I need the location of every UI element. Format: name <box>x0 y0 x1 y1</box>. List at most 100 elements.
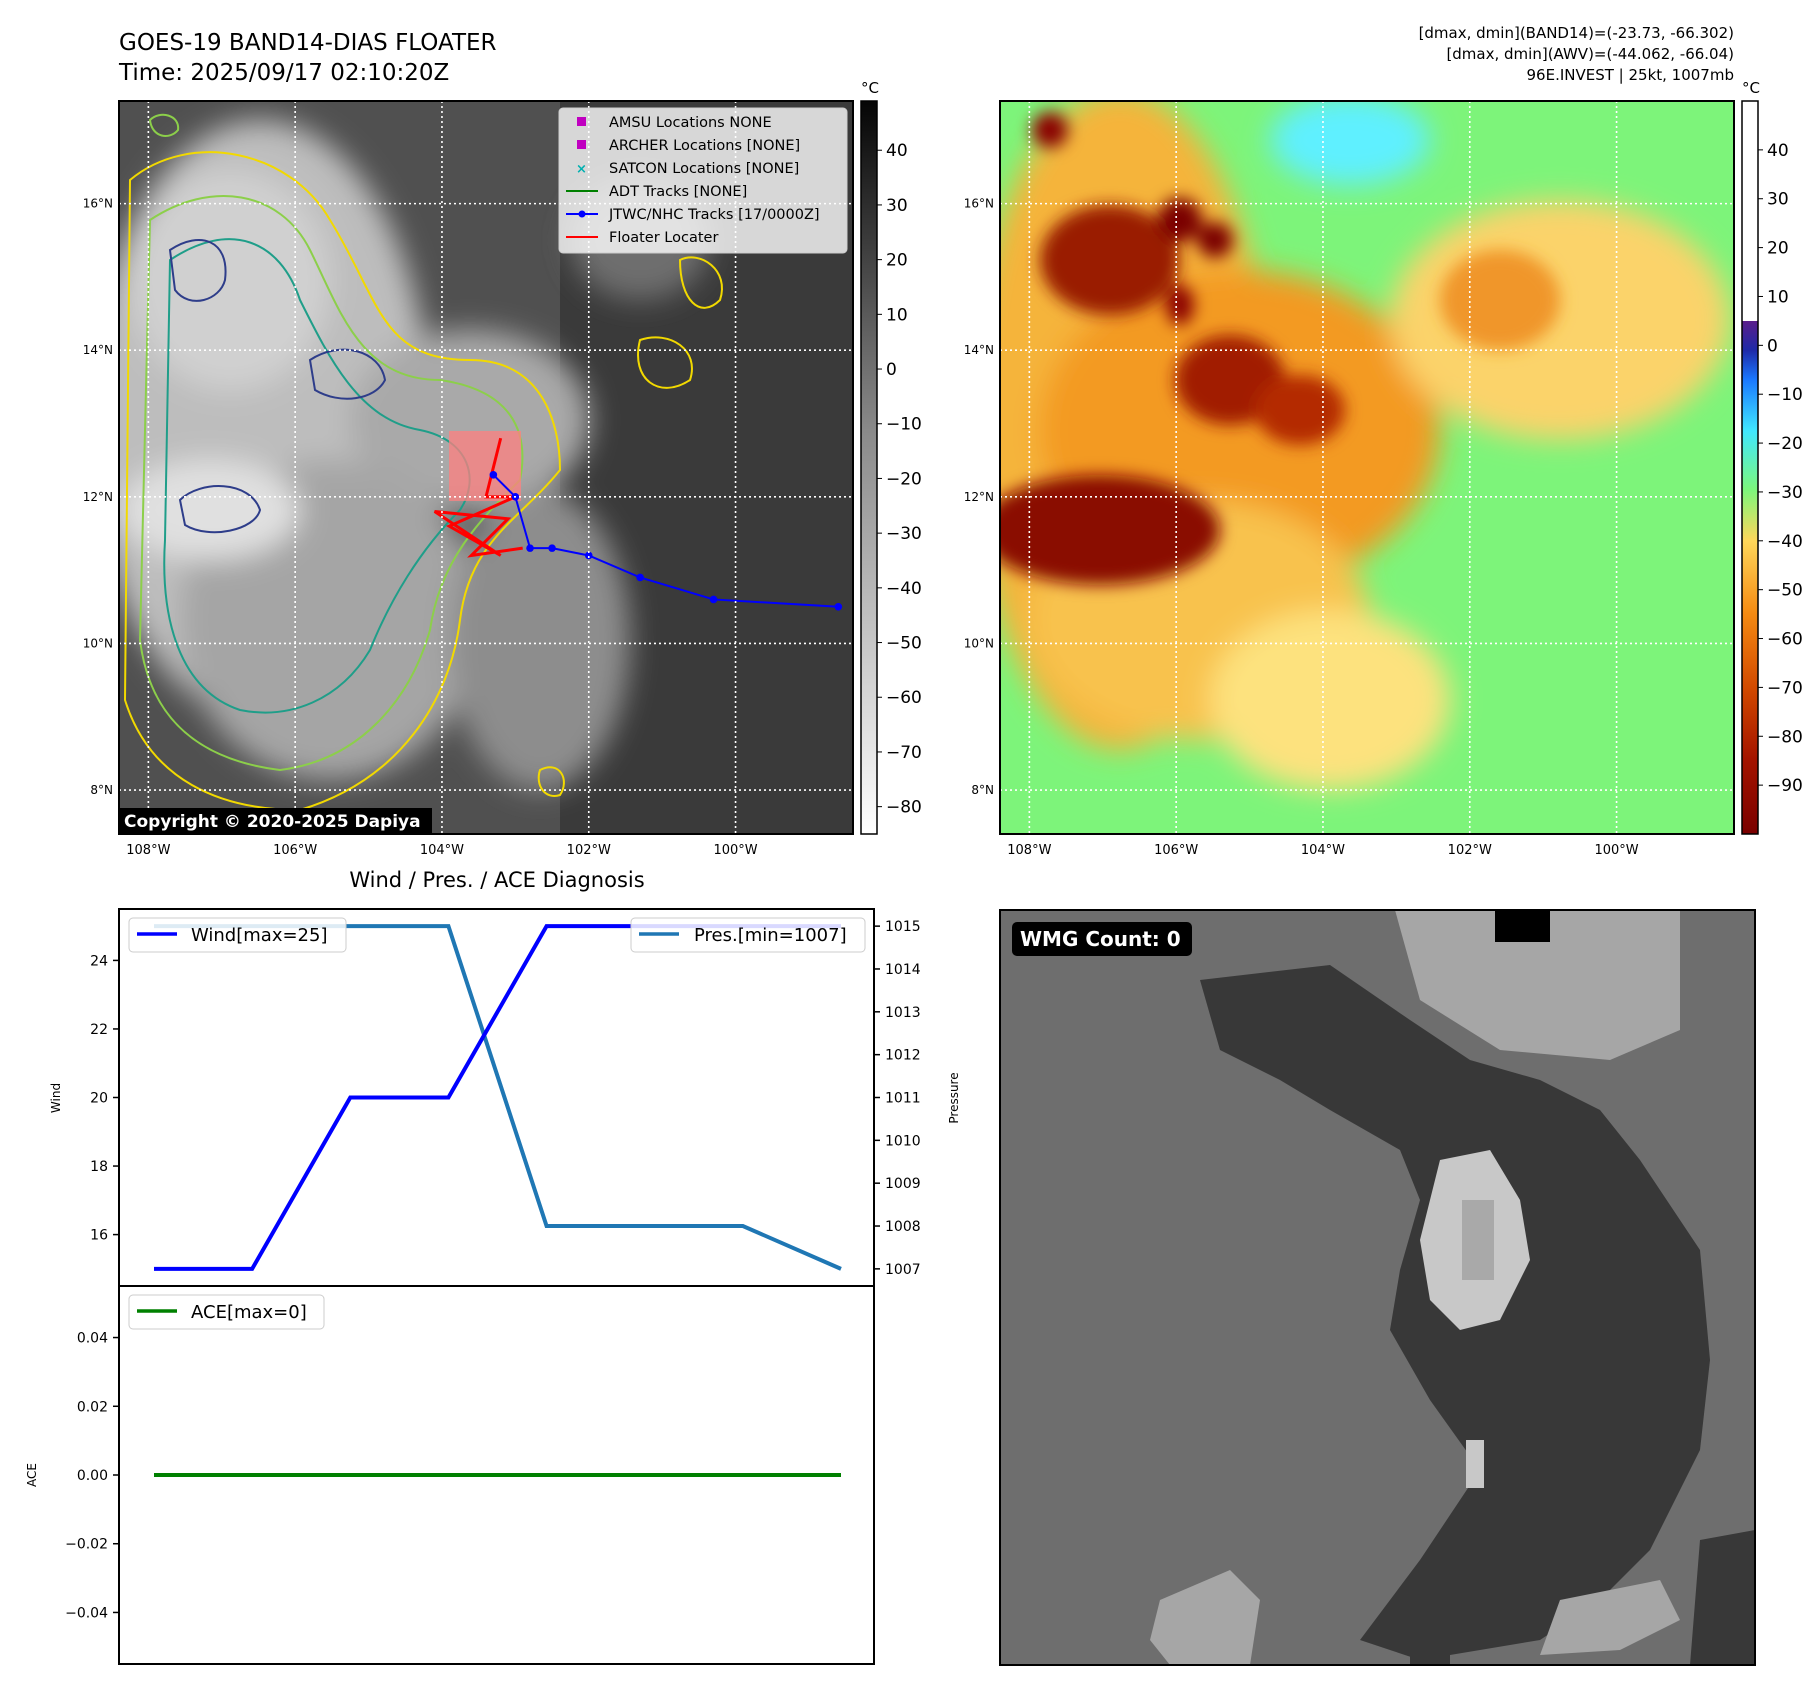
jtwc-track-point-4 <box>548 544 556 552</box>
awv-lat-tick-4: 8°N <box>971 783 994 797</box>
ir-lon-tick-0: 108°W <box>126 843 170 858</box>
wmg-count-label: WMG Count: 0 <box>1020 927 1181 951</box>
ace-tick-3: −0.02 <box>65 1537 108 1553</box>
awv-cbar-tick-8: −40 <box>1767 532 1803 552</box>
awv-lon-tick-2: 104°W <box>1301 843 1345 858</box>
ace-tick-0: 0.04 <box>77 1331 108 1347</box>
awv-colorbar-ticks: 40 30 20 10 0 −10 −20 −30 −40 −50 −60 −70 −80 −90 <box>1758 141 1803 796</box>
ir-cbar-tick-11: −70 <box>886 743 922 763</box>
awv-lon-tick-labels: 108°W 106°W 104°W 102°W 100°W <box>1007 843 1639 858</box>
ir-cbar-tick-7: −30 <box>886 524 922 544</box>
ir-cbar-tick-4: 0 <box>886 360 897 380</box>
awv-cbar-tick-7: −30 <box>1767 483 1803 503</box>
awv-lon-tick-0: 108°W <box>1007 843 1051 858</box>
ir-lat-tick-3: 10°N <box>83 636 113 650</box>
jtwc-track-point-2 <box>636 573 644 582</box>
stats-awv: [dmax, dmin](AWV)=(-44.062, -66.04) <box>1446 45 1734 63</box>
pressure-legend: Pres.[min=1007] <box>630 917 866 953</box>
ir-gridlines <box>119 101 853 834</box>
legend-satcon-marker: × <box>576 162 587 177</box>
ir-lat-tick-0: 16°N <box>83 197 113 211</box>
ir-lat-tick-4: 8°N <box>90 783 113 797</box>
awv-gridlines <box>1000 101 1734 834</box>
awv-cbar-tick-0: 40 <box>1767 141 1789 161</box>
legend-adt-label: ADT Tracks [NONE] <box>609 184 747 200</box>
awv-cbar-tick-3: 10 <box>1767 287 1789 307</box>
wind-pres-axes <box>118 908 875 1287</box>
ir-legend: AMSU Locations NONE ARCHER Locations [NO… <box>558 107 848 254</box>
ir-lon-tick-2: 104°W <box>420 843 464 858</box>
ir-lat-tick-labels: 16°N 14°N 12°N 10°N 8°N <box>83 197 113 797</box>
ace-tick-2: 0.00 <box>77 1468 108 1484</box>
ir-colorbar-ticks: 40 30 20 10 0 −10 −20 −30 −40 −50 −60 −70 −80 <box>877 141 922 818</box>
pressure-tick-1: 1014 <box>885 962 921 978</box>
pressure-tick-3: 1012 <box>885 1048 921 1064</box>
pressure-axis-label: Pressure <box>947 1072 961 1123</box>
pressure-tick-0: 1015 <box>885 919 921 935</box>
jtwc-track <box>489 471 843 611</box>
awv-cbar-tick-5: −10 <box>1767 385 1803 405</box>
ir-cbar-tick-0: 40 <box>886 141 908 161</box>
wind-axis-label: Wind <box>49 1083 63 1113</box>
jtwc-track-line <box>492 474 839 608</box>
wind-tick-3: 18 <box>90 1159 108 1175</box>
awv-satellite-panel: 108°W 106°W 104°W 102°W 100°W 16°N 14°N 12°N 10… <box>964 79 1803 858</box>
awv-lon-tick-1: 106°W <box>1154 843 1198 858</box>
ir-colorbar-unit: °C <box>861 79 879 97</box>
copyright-text: Copyright © 2020-2025 Dapiya <box>124 812 421 832</box>
awv-lat-tick-3: 10°N <box>964 636 994 650</box>
wind-tick-4: 16 <box>90 1228 108 1244</box>
figure-time: Time: 2025/09/17 02:10:20Z <box>118 60 449 86</box>
ir-cbar-tick-3: 10 <box>886 305 908 325</box>
ir-lon-tick-labels: 108°W 106°W 104°W 102°W 100°W <box>126 843 758 858</box>
ir-satellite-panel: 108°W 106°W 104°W 102°W 100°W 16°N 14°N 12°N 10… <box>83 79 922 858</box>
awv-cbar-tick-2: 20 <box>1767 239 1789 259</box>
ir-cbar-tick-12: −80 <box>886 798 922 818</box>
awv-imagery <box>1000 101 1734 834</box>
awv-cbar-tick-12: −80 <box>1767 727 1803 747</box>
jtwc-track-point-0 <box>834 602 843 611</box>
ir-cbar-tick-2: 20 <box>886 251 908 271</box>
awv-cbar-tick-13: −90 <box>1767 776 1803 796</box>
ace-legend: ACE[max=0] <box>128 1294 325 1330</box>
wind-tick-1: 22 <box>90 1022 108 1038</box>
awv-cbar-tick-6: −20 <box>1767 434 1803 454</box>
stats-band14: [dmax, dmin](BAND14)=(-23.73, -66.302) <box>1419 24 1734 42</box>
wind-tick-labels: 24 22 20 18 16 <box>90 953 119 1244</box>
ir-cbar-tick-5: −10 <box>886 415 922 435</box>
wind-tick-0: 24 <box>90 953 108 969</box>
pressure-tick-5: 1010 <box>885 1133 921 1149</box>
ir-cbar-tick-10: −60 <box>886 688 922 708</box>
awv-lat-tick-labels: 16°N 14°N 12°N 10°N 8°N <box>964 197 994 797</box>
ir-cbar-tick-1: 30 <box>886 196 908 216</box>
wmg-imagery <box>1000 910 1755 1665</box>
ir-cbar-tick-6: −20 <box>886 469 922 489</box>
ir-lon-tick-1: 106°W <box>273 843 317 858</box>
ir-cbar-tick-9: −50 <box>886 634 922 654</box>
ace-tick-4: −0.04 <box>65 1605 108 1621</box>
awv-cbar-tick-1: 30 <box>1767 190 1789 210</box>
legend-amsu-label: AMSU Locations NONE <box>609 115 772 131</box>
jtwc-track-point-1 <box>709 595 718 604</box>
pressure-tick-7: 1008 <box>885 1219 921 1235</box>
ir-lon-tick-3: 102°W <box>567 843 611 858</box>
wind-tick-2: 20 <box>90 1091 108 1107</box>
pressure-tick-4: 1011 <box>885 1091 921 1107</box>
jtwc-track-point-7 <box>489 471 498 479</box>
ir-lat-tick-1: 14°N <box>83 343 113 357</box>
wind-legend-label: Wind[max=25] <box>191 925 328 946</box>
legend-jtwc-dot <box>578 210 586 218</box>
pressure-legend-label: Pres.[min=1007] <box>694 925 847 946</box>
awv-cbar-tick-11: −70 <box>1767 678 1803 698</box>
legend-archer-label: ARCHER Locations [NONE] <box>609 138 800 154</box>
legend-amsu-marker <box>577 117 586 126</box>
wmg-count-badge <box>1012 922 1192 956</box>
legend-jtwc-label: JTWC/NHC Tracks [17/0000Z] <box>608 207 820 223</box>
awv-cbar-tick-9: −50 <box>1767 581 1803 601</box>
jtwc-track-point-3 <box>584 551 593 560</box>
awv-lat-tick-0: 16°N <box>964 197 994 211</box>
pressure-tick-2: 1013 <box>885 1005 921 1021</box>
storm-info: 96E.INVEST | 25kt, 1007mb <box>1527 66 1735 84</box>
awv-lat-tick-2: 12°N <box>964 490 994 504</box>
ir-cbar-tick-8: −40 <box>886 579 922 599</box>
